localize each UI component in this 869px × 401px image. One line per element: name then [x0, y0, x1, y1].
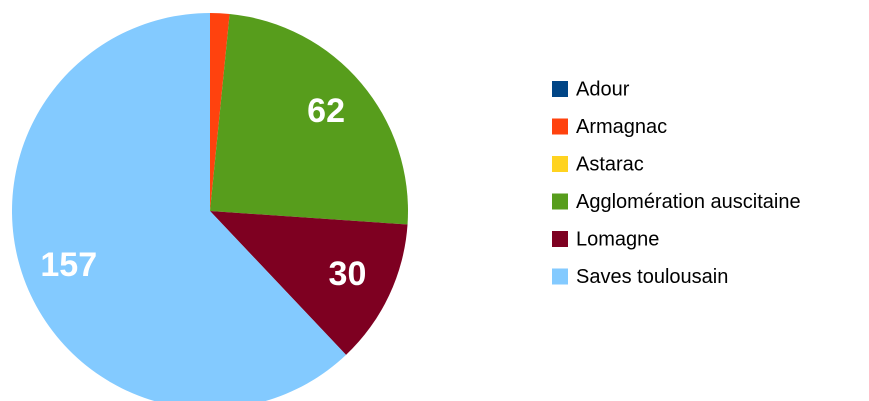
legend-label: Adour [576, 78, 630, 100]
legend-swatch [552, 193, 568, 210]
pie-slice [210, 13, 408, 225]
value-label: 157 [40, 246, 97, 284]
value-label: 30 [329, 255, 367, 293]
legend-label: Agglomération auscitaine [576, 191, 801, 213]
pie-slice [210, 13, 230, 211]
legend-label: Lomagne [576, 228, 659, 250]
value-label: 62 [307, 92, 345, 130]
legend-label: Armagnac [576, 116, 667, 138]
legend-label: Saves toulousain [576, 266, 728, 288]
legend-swatch [552, 81, 568, 97]
pie-slice [12, 13, 347, 401]
legend-swatch [552, 268, 568, 285]
legend-swatch [552, 231, 568, 247]
legend-swatch [552, 156, 568, 172]
legend-swatch [552, 118, 568, 135]
legend-label: Astarac [576, 153, 644, 175]
pie-slice [210, 211, 408, 355]
